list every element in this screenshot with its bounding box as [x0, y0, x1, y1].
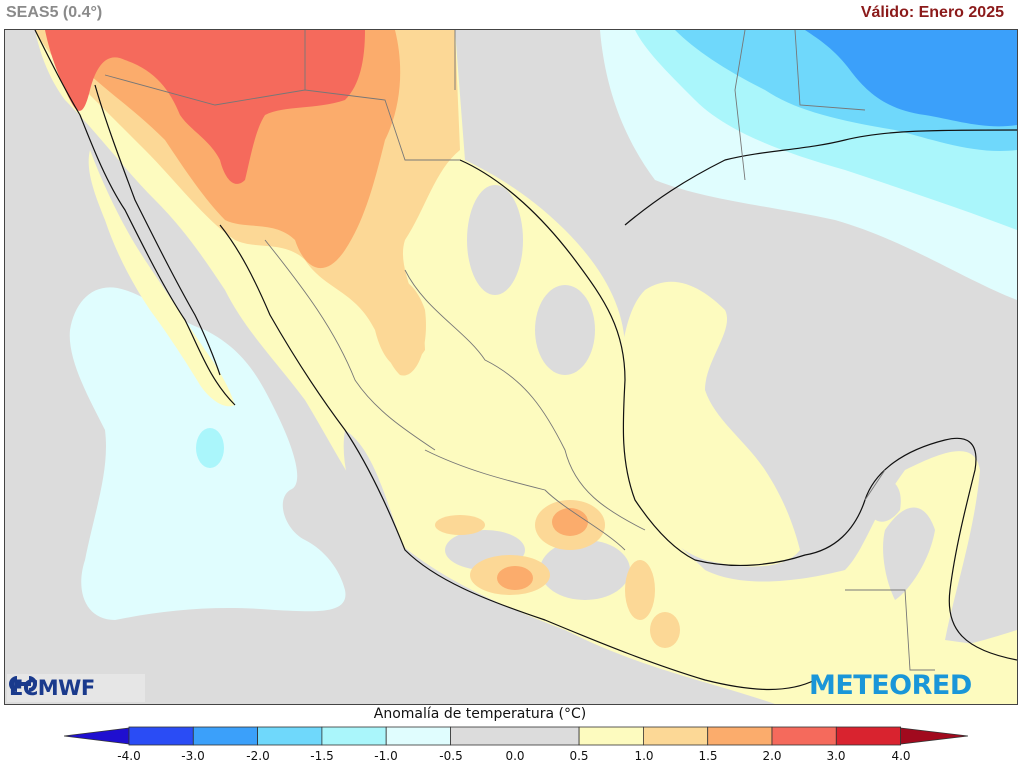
valid-date-title: Válido: Enero 2025	[860, 4, 1004, 21]
tick-label: -2.0	[246, 749, 270, 763]
colorbar-tick-labels: -4.0 -3.0 -2.0 -1.5 -1.0 -0.5 0.0 0.5 1.…	[0, 749, 1024, 765]
gulf-warm-zone	[616, 281, 800, 567]
colorbar	[64, 726, 968, 746]
model-title: SEAS5 (0.4°)	[6, 4, 103, 21]
ecmwf-emblem-icon	[9, 676, 37, 692]
tick-label: -4.0	[117, 749, 141, 763]
tick-label: 2.0	[762, 749, 782, 763]
tick-label: -0.5	[439, 749, 463, 763]
tick-label: 1.0	[634, 749, 654, 763]
tick-label: -1.5	[310, 749, 334, 763]
tick-label: 3.0	[826, 749, 846, 763]
borders	[104, 30, 935, 671]
legend-title: Anomalía de temperatura (°C)	[373, 706, 587, 722]
land-baja	[88, 150, 235, 407]
tick-label: 1.5	[698, 749, 718, 763]
ecmwf-logo-text: ECMWF	[9, 676, 95, 700]
ecmwf-logo: ECMWF	[7, 674, 145, 702]
tick-label: 0.5	[569, 749, 589, 763]
coastlines	[34, 30, 1017, 691]
map-canvas	[5, 30, 1017, 704]
tick-label: -3.0	[181, 749, 205, 763]
tick-label: 4.0	[891, 749, 911, 763]
cold-zone-strong	[805, 30, 1017, 127]
tick-label: 0.0	[505, 749, 525, 763]
warm-zone-2-3	[45, 30, 365, 184]
tick-label: -1.0	[374, 749, 398, 763]
meteored-logo: METEORED	[809, 670, 972, 701]
temperature-anomaly-map: ECMWF METEORED	[4, 29, 1018, 705]
